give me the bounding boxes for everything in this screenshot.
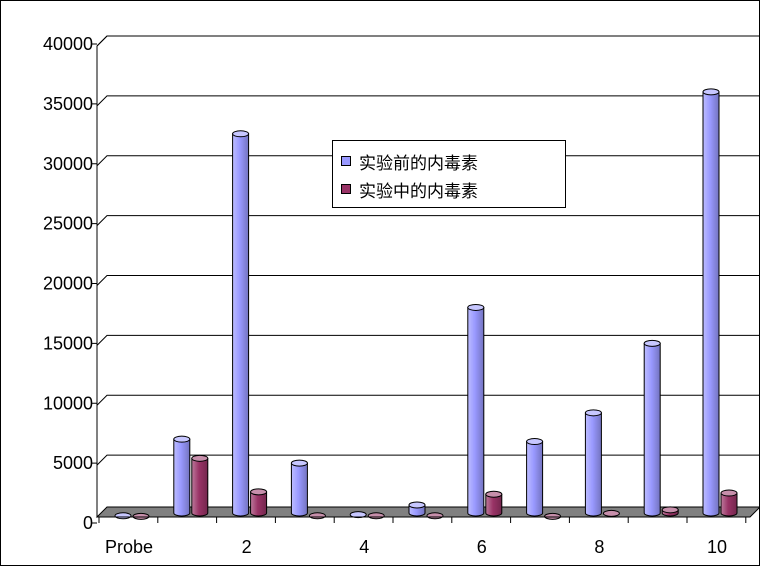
x-tick-label: 4 bbox=[359, 537, 369, 557]
x-tick-label: 8 bbox=[594, 537, 604, 557]
bar-before-3 bbox=[290, 459, 308, 517]
bar-before-9 bbox=[643, 339, 661, 517]
gridlines bbox=[96, 35, 760, 466]
bar-during-1 bbox=[191, 454, 209, 517]
bar-during-2 bbox=[250, 488, 268, 517]
gridline bbox=[96, 334, 760, 346]
y-tick-label: 25000 bbox=[43, 214, 93, 234]
x-tick-label: 2 bbox=[242, 537, 252, 557]
bar-during-5 bbox=[426, 512, 444, 520]
bar-before-Probe bbox=[114, 512, 132, 520]
legend-label-during: 实验中的内毒素 bbox=[359, 181, 478, 202]
bar-before-4 bbox=[349, 511, 367, 519]
bar-series bbox=[114, 88, 738, 520]
y-tick-label: 40000 bbox=[43, 34, 93, 54]
y-tick-label: 5000 bbox=[53, 453, 93, 473]
bar-during-4 bbox=[367, 512, 385, 520]
bar-before-8 bbox=[584, 409, 602, 517]
bar-before-6 bbox=[467, 303, 485, 517]
gridline bbox=[96, 215, 760, 226]
y-tick-label: 10000 bbox=[43, 393, 93, 413]
y-tick-label: 35000 bbox=[43, 94, 93, 114]
legend-item-during: 实验中的内毒素 bbox=[341, 177, 478, 202]
y-tick-label: 15000 bbox=[43, 333, 93, 353]
y-tick-label: 0 bbox=[83, 513, 93, 533]
y-tick-label: 20000 bbox=[43, 274, 93, 294]
legend-swatch-before bbox=[341, 156, 351, 166]
bar-before-10 bbox=[702, 88, 720, 517]
bar-during-9 bbox=[661, 506, 679, 517]
y-axis-ticks: 0 5000 10000 15000 20000 25000 30000 35000 40000 bbox=[43, 34, 97, 533]
x-tick-label: 10 bbox=[707, 537, 727, 557]
bar-during-8 bbox=[602, 509, 620, 517]
bar-before-1 bbox=[173, 435, 191, 517]
x-tick-label: 6 bbox=[477, 537, 487, 557]
bar-during-10 bbox=[720, 489, 738, 517]
legend: 实验前的内毒素 实验中的内毒素 bbox=[332, 140, 566, 208]
gridline bbox=[96, 394, 760, 406]
gridline bbox=[96, 95, 760, 107]
bar-during-3 bbox=[308, 512, 326, 520]
bar-during-Probe bbox=[132, 512, 150, 520]
y-tick-label: 30000 bbox=[43, 154, 93, 174]
gridline bbox=[96, 35, 760, 47]
bar-before-5 bbox=[408, 501, 426, 517]
x-tick-label: Probe bbox=[105, 537, 153, 557]
legend-item-before: 实验前的内毒素 bbox=[341, 149, 478, 174]
bar-before-7 bbox=[526, 438, 544, 517]
x-axis-ticks: Probe 2 4 6 8 10 bbox=[98, 517, 747, 557]
bar-during-7 bbox=[544, 512, 562, 520]
legend-label-before: 实验前的内毒素 bbox=[359, 153, 478, 174]
bar-during-6 bbox=[485, 490, 503, 517]
gridline bbox=[96, 275, 760, 286]
bar-before-2 bbox=[232, 130, 250, 517]
legend-swatch-during bbox=[341, 184, 351, 194]
